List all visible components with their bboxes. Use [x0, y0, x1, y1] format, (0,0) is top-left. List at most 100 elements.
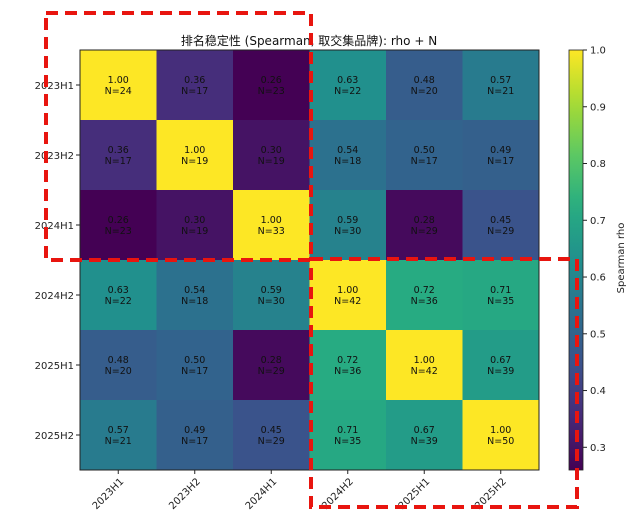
cell-n-label: N=29	[258, 366, 285, 377]
x-tick-label: 2023H2	[167, 476, 203, 512]
cell-n-label: N=17	[105, 156, 132, 167]
cell-rho-label: 1.00	[108, 75, 129, 86]
cell-rho-label: 1.00	[414, 355, 435, 366]
cell-rho-label: 0.54	[337, 145, 358, 156]
heatmap-cell	[156, 330, 234, 401]
cell-rho-label: 0.30	[261, 145, 282, 156]
cell-n-label: N=19	[258, 156, 285, 167]
heatmap-cell	[233, 120, 310, 191]
colorbar-label: Spearman rho	[616, 223, 627, 294]
heatmap-cell	[386, 400, 463, 471]
cell-rho-label: 0.72	[414, 285, 435, 296]
colorbar-tick-label: 0.9	[590, 102, 606, 113]
cell-rho-label: 0.26	[108, 215, 129, 226]
cell-n-label: N=22	[105, 296, 132, 307]
cell-n-label: N=17	[487, 156, 514, 167]
heatmap-cell	[80, 330, 157, 401]
cell-rho-label: 0.54	[184, 285, 205, 296]
heatmap-cell	[309, 50, 387, 121]
colorbar-tick-label: 0.6	[590, 273, 606, 284]
cell-n-label: N=17	[181, 86, 208, 97]
heatmap-cell	[462, 400, 540, 471]
heatmap-cell	[80, 190, 157, 261]
cell-n-label: N=36	[411, 296, 438, 307]
heatmap-cell	[309, 190, 387, 261]
cell-rho-label: 0.49	[184, 425, 205, 436]
y-tick-label: 2025H2	[35, 431, 74, 442]
heatmap-cell	[462, 120, 540, 191]
heatmap-cell	[233, 190, 310, 261]
x-tick-label: 2023H1	[91, 476, 127, 512]
cell-n-label: N=23	[258, 86, 285, 97]
cell-n-label: N=21	[105, 436, 132, 447]
cell-rho-label: 0.45	[261, 425, 282, 436]
cell-rho-label: 0.28	[414, 215, 435, 226]
cell-n-label: N=50	[487, 436, 514, 447]
y-tick-label: 2025H1	[35, 361, 74, 372]
colorbar: 0.3 0.4 0.5 0.6 0.7 0.8 0.9 1.0	[568, 46, 606, 471]
colorbar-tick-label: 0.7	[590, 216, 606, 227]
cell-n-label: N=20	[411, 86, 438, 97]
y-tick-label: 2023H1	[35, 81, 74, 92]
heatmap-cell	[386, 260, 463, 331]
heatmap-cell	[80, 50, 157, 121]
heatmap-cell	[309, 330, 387, 401]
cell-rho-label: 0.63	[337, 75, 358, 86]
x-axis-ticks: 2023H1 2023H2 2024H1 2024H2 2025H1 2025H2	[91, 470, 509, 512]
y-axis-ticks: 2023H1 2023H2 2024H1 2024H2 2025H1 2025H2	[35, 81, 80, 442]
cell-n-label: N=22	[334, 86, 361, 97]
cell-n-label: N=24	[105, 86, 132, 97]
cell-n-label: N=29	[487, 226, 514, 237]
cell-rho-label: 0.50	[414, 145, 435, 156]
colorbar-tick-label: 1.0	[590, 46, 606, 57]
heatmap-cell	[386, 190, 463, 261]
x-tick-label: 2024H1	[244, 476, 280, 512]
dashed-highlight-overlay	[44, 11, 579, 509]
heatmap-cell	[233, 50, 310, 121]
cell-n-label: N=19	[181, 156, 208, 167]
dashed-box-upper-left	[44, 11, 313, 262]
cell-rho-label: 0.57	[108, 425, 129, 436]
cell-n-label: N=19	[181, 226, 208, 237]
cell-rho-label: 0.63	[108, 285, 129, 296]
cell-rho-label: 0.26	[261, 75, 282, 86]
cell-n-label: N=17	[181, 436, 208, 447]
heatmap-cell	[156, 120, 234, 191]
cell-rho-label: 0.71	[490, 285, 511, 296]
heatmap-cell	[233, 400, 310, 471]
y-tick-label: 2024H2	[35, 291, 74, 302]
heatmap-cell	[80, 400, 157, 471]
cell-rho-label: 1.00	[184, 145, 205, 156]
cell-rho-label: 0.50	[184, 355, 205, 366]
colorbar-tick-label: 0.3	[590, 443, 606, 454]
cell-n-label: N=30	[258, 296, 285, 307]
colorbar-tick-label: 0.5	[590, 329, 606, 340]
cell-n-label: N=39	[411, 436, 438, 447]
heatmap-cell	[309, 260, 387, 331]
cell-n-label: N=17	[181, 366, 208, 377]
heatmap-cell	[462, 50, 540, 121]
cell-rho-label: 0.59	[261, 285, 282, 296]
colorbar-tick-label: 0.4	[590, 386, 606, 397]
heatmap-cell	[309, 400, 387, 471]
cell-n-label: N=23	[105, 226, 132, 237]
cell-rho-label: 0.45	[490, 215, 511, 226]
heatmap-cell	[156, 190, 234, 261]
cell-n-label: N=42	[334, 296, 361, 307]
cell-n-label: N=39	[487, 366, 514, 377]
cell-rho-label: 0.67	[490, 355, 511, 366]
cell-rho-label: 0.49	[490, 145, 511, 156]
heatmap-cell	[156, 260, 234, 331]
cell-n-label: N=18	[334, 156, 361, 167]
cell-rho-label: 1.00	[261, 215, 282, 226]
cell-n-label: N=21	[487, 86, 514, 97]
cell-rho-label: 0.59	[337, 215, 358, 226]
cell-rho-label: 0.71	[337, 425, 358, 436]
cell-n-label: N=18	[181, 296, 208, 307]
cell-n-label: N=35	[487, 296, 514, 307]
cell-rho-label: 1.00	[337, 285, 358, 296]
y-tick-label: 2024H1	[35, 221, 74, 232]
colorbar-tick-label: 0.8	[590, 159, 606, 170]
cell-rho-label: 0.28	[261, 355, 282, 366]
